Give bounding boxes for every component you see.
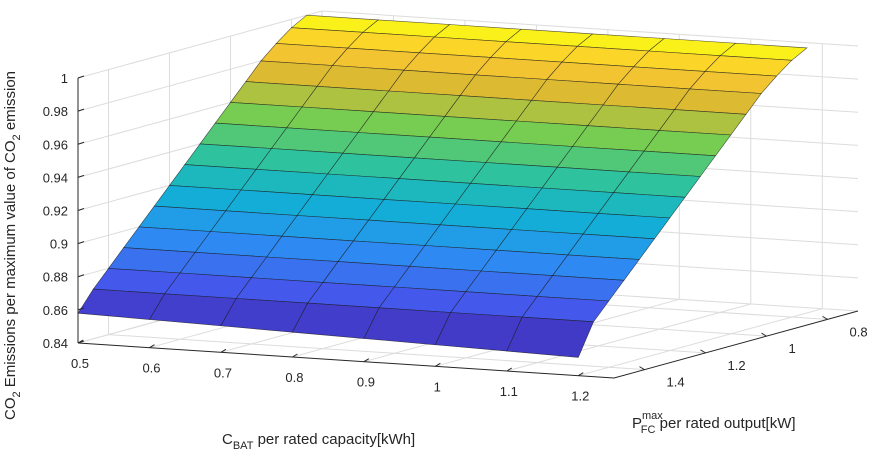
y-tick-label: 0.8 (850, 324, 868, 339)
z-tick-mark (77, 108, 85, 112)
x-tick-label: 0.9 (357, 375, 375, 390)
z-tick-mark (77, 141, 85, 145)
x-tick-label: 0.5 (71, 356, 89, 371)
z-tick-label: 0.92 (43, 204, 68, 219)
surface-patch (291, 302, 380, 339)
x-tick-label: 0.6 (142, 361, 160, 376)
x-tick-mark (220, 348, 227, 353)
grid-line-x (578, 43, 823, 377)
z-tick-label: 0.98 (43, 104, 68, 119)
z-tick-mark (77, 208, 85, 211)
z-tick-label: 0.9 (50, 237, 68, 252)
z-tick-mark (77, 274, 85, 278)
y-axis-line (613, 310, 859, 379)
axes-layer (77, 75, 859, 379)
grid-line-y (108, 69, 645, 371)
z-tick-mark (77, 340, 85, 344)
z-tick-mark (77, 174, 85, 178)
y-tick-mark (639, 366, 645, 371)
ticks-layer: 0.5 0.6 0.7 0.8 0.9 1 1.1 1.2 0.8 1 1.2 1.4 0.84 0.86… (43, 71, 868, 404)
y-tick-mark (700, 349, 706, 354)
x-tick-label: 1.1 (500, 384, 518, 399)
x-tick-label: 1.2 (571, 389, 589, 404)
x-tick-mark (506, 367, 513, 372)
surface-patch (148, 293, 237, 327)
surface-patch (220, 298, 309, 333)
y-tick-label: 1 (789, 341, 796, 356)
z-axis-label: CO2 Emissions per maximum value of CO2 e… (2, 71, 23, 420)
surface-layer (77, 14, 808, 358)
y-tick-label: 1.2 (728, 358, 746, 373)
z-tick-mark (77, 307, 85, 311)
z-tick-label: 0.84 (43, 336, 68, 351)
x-axis-line (77, 342, 615, 379)
z-tick-mark (77, 75, 85, 79)
x-tick-mark (578, 372, 584, 377)
y-tick-label: 1.4 (667, 375, 685, 390)
x-tick-mark (363, 358, 370, 363)
grid-line-x (506, 39, 752, 372)
x-tick-label: 0.8 (285, 370, 303, 385)
z-tick-label: 0.94 (43, 170, 68, 185)
x-tick-mark (435, 362, 441, 367)
x-tick-mark (292, 353, 298, 358)
x-tick-label: 1 (434, 379, 441, 394)
surface-patch (506, 316, 594, 358)
z-tick-label: 0.88 (43, 270, 68, 285)
y-tick-mark (822, 315, 828, 320)
surface-patch (363, 307, 452, 346)
z-tick-label: 0.96 (43, 137, 68, 152)
x-axis-label: CBAT per rated capacity[kWh] (222, 431, 415, 452)
y-axis-label: Pmax FC per rated output[kW] (632, 410, 796, 436)
z-tick-label: 0.86 (43, 303, 68, 318)
x-tick-label: 0.7 (214, 365, 232, 380)
z-tick-label: 1 (61, 71, 68, 86)
z-tick-mark (77, 241, 85, 245)
y-tick-mark (761, 332, 767, 337)
x-tick-mark (149, 344, 155, 349)
